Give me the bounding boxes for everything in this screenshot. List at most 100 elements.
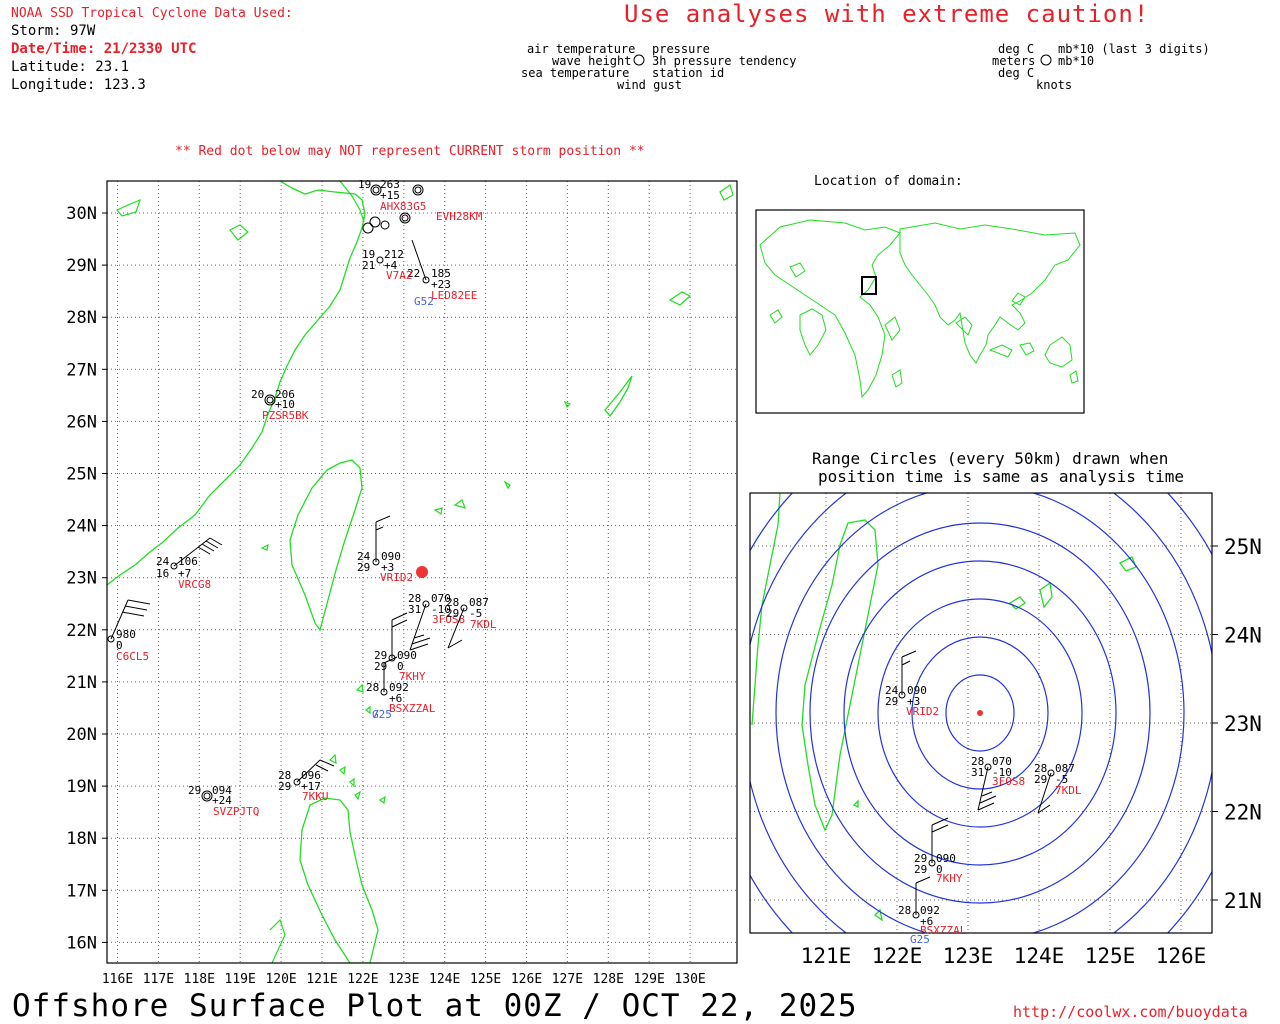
legend-air-temperature: air temperature	[527, 42, 636, 56]
legend-wave-height: wave height	[552, 54, 632, 68]
lon-tick-label: 121E	[801, 944, 852, 968]
lon-tick-label: 117E	[143, 972, 174, 987]
station-plot: 28 096 29 +17 7KKU	[278, 759, 335, 803]
station-air-temp: 20	[251, 388, 264, 401]
lat-tick-label: 21N	[66, 673, 97, 693]
station-sea-temp: 29	[885, 695, 898, 708]
source-title: NOAA SSD Tropical Cyclone Data Used:	[11, 6, 293, 21]
station-tendency: 0	[936, 863, 943, 876]
station-air-temp: 24	[885, 684, 899, 697]
inset-storm-marker	[977, 710, 983, 716]
legend-unit-circle-icon	[1040, 54, 1052, 66]
station-id: VRID2	[380, 571, 413, 584]
legend-sea-temperature: sea temperature	[521, 66, 630, 80]
range-circle	[843, 560, 1117, 866]
station-pressure: 106	[178, 555, 198, 568]
station-pressure: 185	[431, 267, 451, 280]
lat-tick-label: 29N	[66, 256, 97, 276]
station-pressure: 092	[389, 681, 409, 694]
station-plot: 24 106 16 +7 VRCG8	[156, 537, 223, 591]
station-tendency: +10	[275, 398, 295, 411]
lon-tick-label: 127E	[552, 972, 583, 987]
station-gust: G25	[372, 708, 392, 721]
range-circle	[945, 674, 1015, 752]
legend-wind-gust: wind gust	[617, 78, 683, 92]
station-air-temp: 28	[1034, 762, 1047, 775]
lat-tick-label: 17N	[66, 881, 97, 901]
station-air-temp: 24	[156, 555, 170, 568]
legend-unit-knots: knots	[1036, 78, 1073, 92]
lat-tick-label: 23N	[1224, 712, 1262, 736]
lon-tick-label: 126E	[1156, 944, 1207, 968]
inset-lon-axis: 121E 122E 123E 124E 125E 126E	[801, 944, 1207, 968]
station-id: C6CL5	[116, 650, 149, 663]
storm-name: Storm: 97W	[11, 23, 96, 39]
lat-tick-label: 24N	[1224, 624, 1262, 648]
station-plot: 28 092 +6 BSXZZAL G25	[366, 656, 436, 721]
station-plot: 20 206 +10 PZSR5BK	[251, 388, 309, 422]
station-tendency: +4	[384, 259, 398, 272]
station-tendency: +23	[431, 278, 451, 291]
station-pressure: 096	[301, 769, 321, 782]
station-plot: 28 092 +6 BSXZZAL G25	[898, 876, 967, 946]
station-id: 7KHY	[399, 670, 426, 683]
station-pressure: 094	[212, 784, 232, 797]
footer-title: Offshore Surface Plot at 00Z / OCT 22, 2…	[12, 988, 858, 1024]
lon-tick-label: 121E	[306, 972, 337, 987]
lon-tick-label: 118E	[184, 972, 215, 987]
lat-tick-label: 22N	[1224, 801, 1262, 825]
lat-tick-label: 24N	[66, 517, 97, 537]
station-air-temp: 22	[407, 267, 420, 280]
lon-tick-label: 130E	[674, 972, 705, 987]
station-sea-temp: 29	[1034, 773, 1047, 786]
station-air-temp: 28	[446, 596, 459, 609]
lat-tick-label: 19N	[66, 777, 97, 797]
lon-tick-label: 125E	[1085, 944, 1136, 968]
red-dot-note: ** Red dot below may NOT represent CURRE…	[175, 144, 645, 159]
station-id: EVH28KM	[436, 210, 483, 223]
lon-tick-label: 124E	[429, 972, 460, 987]
main-surface-map: 30N 29N 28N 27N 26N 25N 24N 23N 22N 21N 20N 19N 18N 1…	[66, 178, 738, 987]
station-tendency: +6	[389, 692, 402, 705]
inset-gridlines	[750, 493, 1218, 933]
station-sea-temp: 31	[971, 766, 984, 779]
lon-tick-label: 122E	[347, 972, 378, 987]
station-tendency: 0	[397, 660, 404, 673]
station-id: LED82EE	[431, 289, 477, 302]
station-plot: 29 094 +24 SVZPJTQ	[188, 784, 259, 818]
legend-station-circle-icon	[633, 54, 645, 66]
station-air-temp: 29	[188, 784, 201, 797]
station-pressure: 212	[384, 248, 404, 261]
inset-title-line2: position time is same as analysis time	[818, 467, 1185, 486]
station-plot: 19 212 21 +4 V7A2	[362, 248, 413, 282]
station-plot: 29 090 29 0 7KHY	[374, 612, 426, 683]
legend-pressure: pressure	[652, 42, 710, 56]
station-air-temp: 28	[898, 904, 911, 917]
station-air-temp: 28	[278, 769, 291, 782]
lat-tick-label: 21N	[1224, 889, 1262, 913]
station-plot: 980 0 C6CL5	[107, 599, 151, 663]
station-id: SVZPJTQ	[213, 805, 259, 818]
lon-tick-label: 120E	[265, 972, 296, 987]
station-id: 3FOS8	[992, 775, 1025, 788]
station-air-temp: 29	[914, 852, 927, 865]
station-id: AHX83G5	[380, 200, 426, 213]
station-id: 7KDL	[470, 618, 497, 631]
lat-tick-label: 23N	[66, 569, 97, 589]
lat-tick-label: 25N	[1224, 535, 1262, 559]
station-sea-temp: 29	[914, 863, 927, 876]
station-tendency: 0	[116, 639, 123, 652]
station-sea-temp: 21	[362, 259, 375, 272]
station-plot: 28 070 31 -10 3FOS8	[971, 755, 1025, 811]
station-pressure: 087	[1055, 762, 1075, 775]
storm-latitude: Latitude: 23.1	[11, 59, 130, 75]
footer-url[interactable]: http://coolwx.com/buoydata	[1013, 1003, 1248, 1021]
station-pressure: 980	[116, 628, 136, 641]
lon-tick-label: 125E	[470, 972, 501, 987]
station-sea-temp: 29	[278, 780, 291, 793]
station-id: 7KDL	[1055, 784, 1082, 797]
station-id: 7KHY	[936, 872, 963, 885]
station-air-temp: 29	[374, 649, 387, 662]
inset-lat-axis: 25N 24N 23N 22N 21N	[1224, 535, 1262, 913]
station-id: 3FOS8	[432, 613, 465, 626]
